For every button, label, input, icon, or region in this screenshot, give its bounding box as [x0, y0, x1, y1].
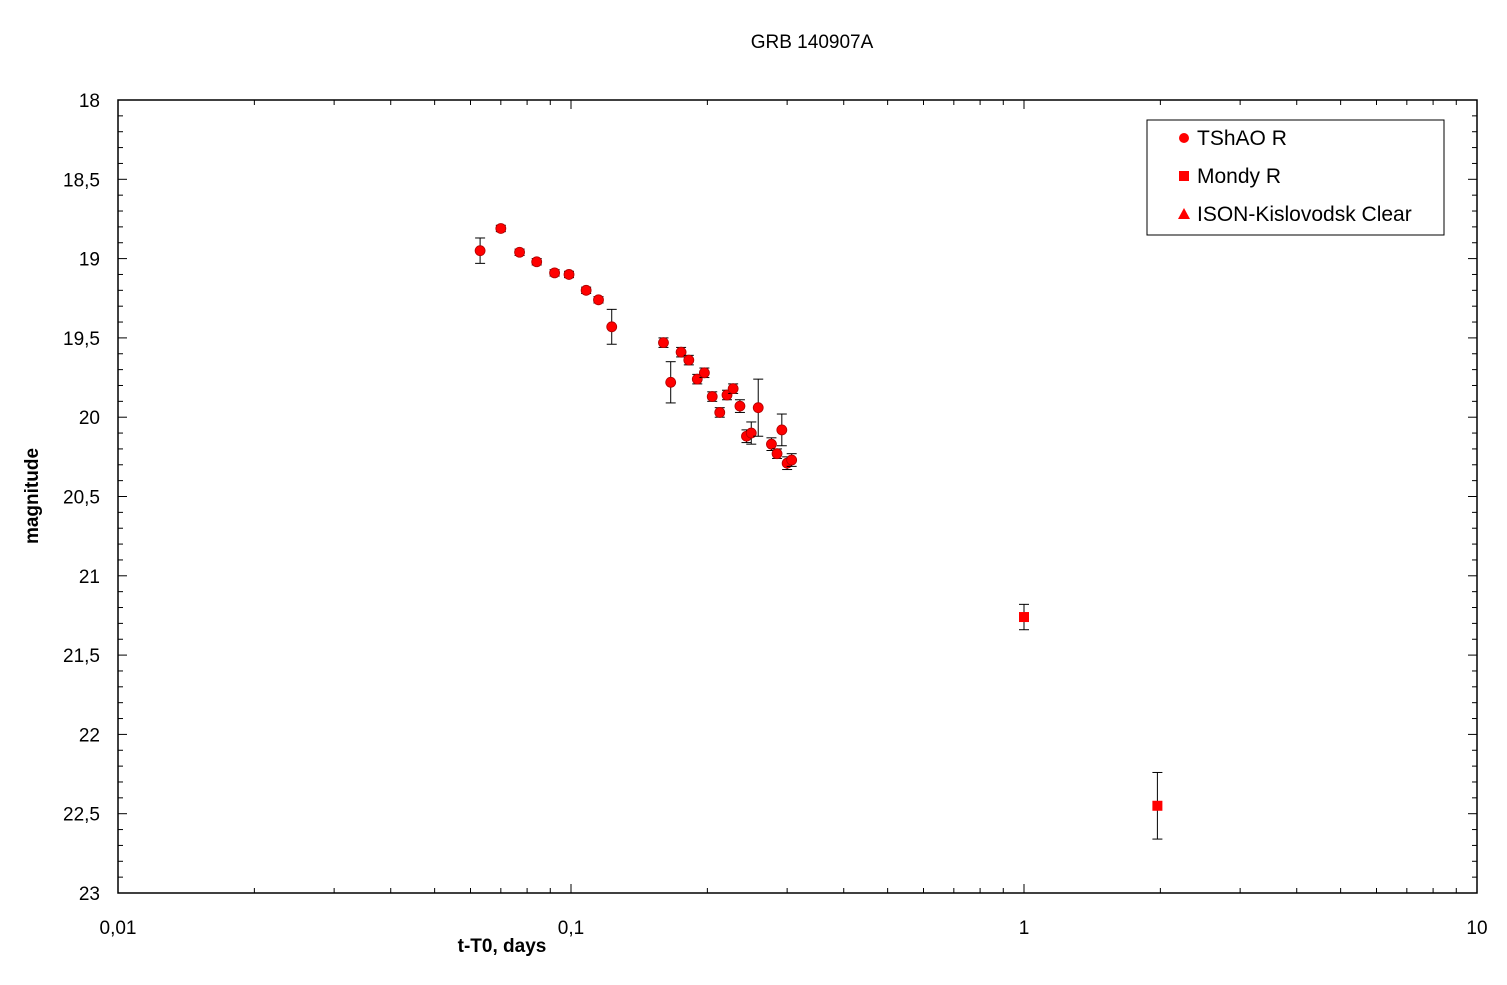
data-point	[766, 438, 777, 450]
data-point	[734, 400, 746, 412]
y-tick-label: 22	[79, 725, 100, 746]
data-point	[658, 337, 669, 349]
y-tick-label: 19,5	[63, 329, 100, 350]
legend-marker	[1179, 133, 1189, 143]
data-point	[593, 294, 604, 306]
axis-ticks	[117, 99, 1478, 894]
legend: TShAO R Mondy R ISON-Kislovodsk Clear	[1146, 119, 1445, 236]
legend-item: TShAO R	[1179, 127, 1287, 150]
data-point	[1019, 612, 1029, 623]
data-point	[771, 448, 783, 460]
data-point	[727, 383, 739, 395]
y-tick-label: 23	[79, 884, 100, 905]
data-point	[563, 269, 575, 280]
x-tick-label: 1	[1019, 918, 1030, 939]
data-point	[698, 367, 710, 379]
data-point	[683, 354, 695, 366]
data-point	[675, 346, 687, 358]
data-point	[714, 407, 726, 418]
y-axis-label: magnitude	[22, 448, 43, 544]
data-points	[474, 223, 1163, 840]
data-point	[1152, 800, 1163, 811]
y-tick-label: 18,5	[63, 170, 100, 191]
legend-label: Mondy R	[1197, 165, 1281, 188]
data-point	[691, 373, 703, 385]
data-point	[606, 321, 618, 333]
series-0	[474, 223, 798, 471]
x-tick-label: 0,1	[558, 918, 584, 939]
legend-item: Mondy R	[1179, 165, 1281, 188]
y-tick-label: 20	[79, 408, 100, 429]
legend-marker	[1179, 171, 1189, 181]
data-point	[514, 246, 525, 258]
data-point	[495, 223, 507, 234]
chart-title: GRB 140907A	[751, 32, 874, 53]
data-point	[549, 267, 560, 279]
data-point	[752, 402, 764, 414]
data-point	[706, 391, 718, 402]
y-tick-label: 19	[79, 250, 100, 271]
data-point	[580, 284, 592, 296]
data-point	[474, 245, 486, 257]
data-point	[665, 376, 677, 388]
y-tick-label: 21,5	[63, 646, 100, 667]
legend-box	[1146, 119, 1445, 236]
data-point	[531, 256, 543, 268]
y-tick-label: 22,5	[63, 805, 100, 826]
data-point	[776, 424, 788, 436]
axis-tick-labels: 0,01 0,1 1 10 18 18,5 19 19,5 20 20,5 21 21,5 22 22,5…	[63, 91, 1488, 939]
y-tick-label: 20,5	[63, 488, 100, 509]
series-1	[1019, 603, 1163, 840]
x-tick-label: 10	[1466, 918, 1487, 939]
legend-marker	[1178, 208, 1190, 219]
data-point	[786, 454, 798, 466]
y-tick-label: 18	[79, 91, 100, 112]
x-tick-label: 0,01	[100, 918, 137, 939]
legend-item: ISON-Kislovodsk Clear	[1178, 203, 1412, 226]
data-point	[745, 427, 757, 439]
legend-label: TShAO R	[1197, 127, 1287, 150]
x-axis-label: t-T0, days	[458, 936, 547, 957]
legend-label: ISON-Kislovodsk Clear	[1197, 203, 1412, 226]
y-tick-label: 21	[79, 567, 100, 588]
